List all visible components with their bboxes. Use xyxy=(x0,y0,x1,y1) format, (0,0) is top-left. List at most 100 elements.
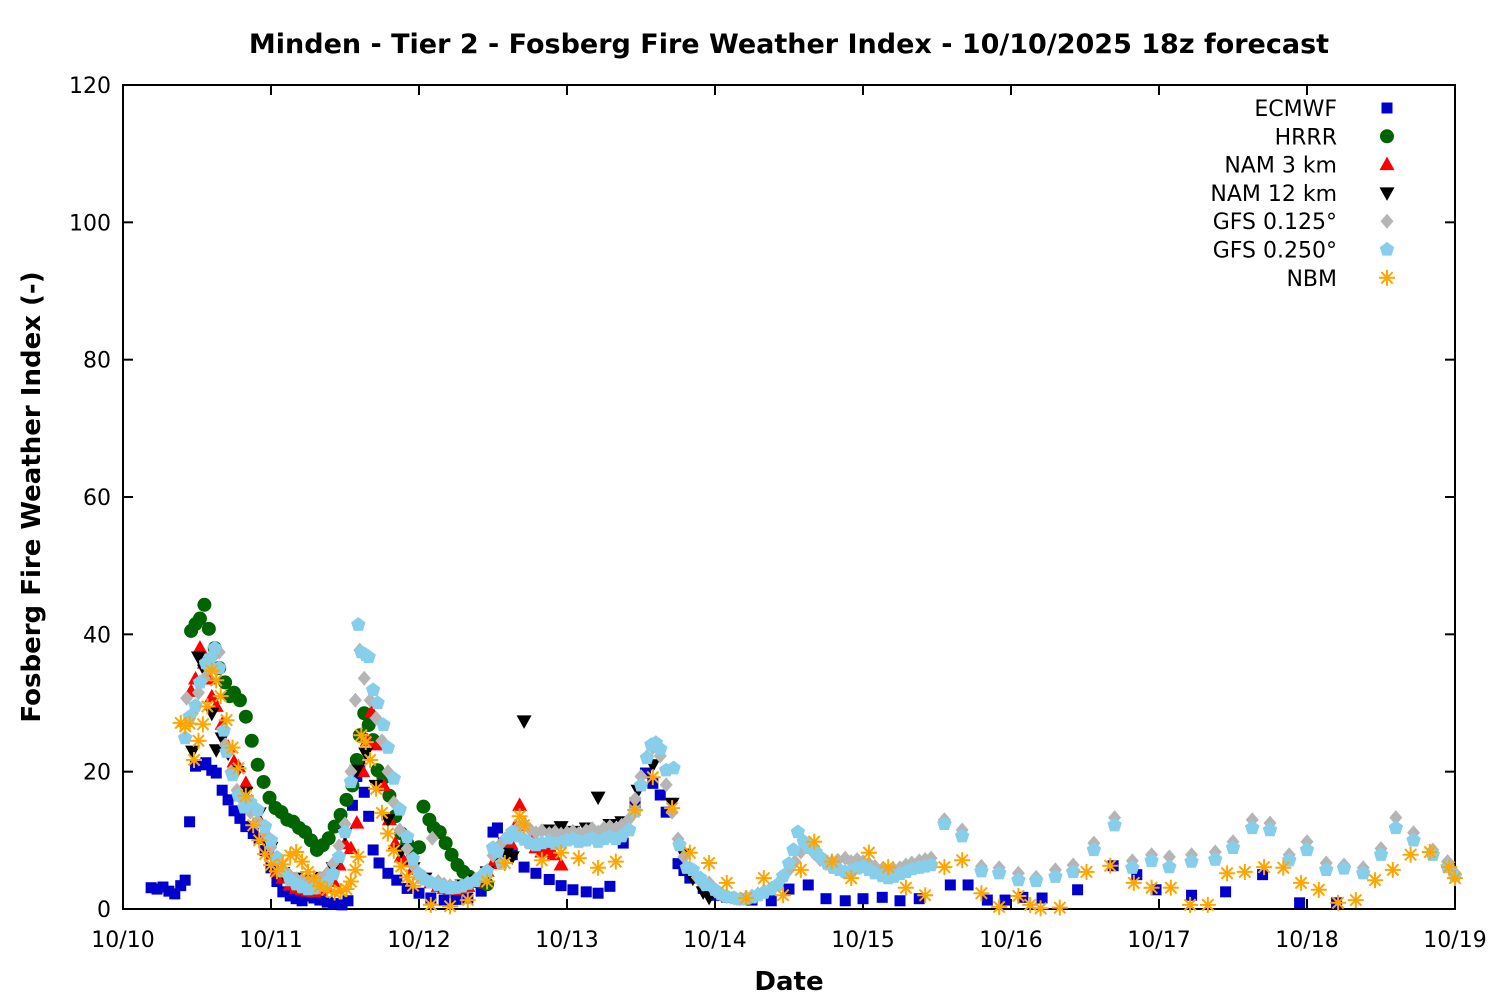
data-point-marker xyxy=(400,841,414,857)
legend-item-gfs-0-250-: GFS 0.250° xyxy=(1213,239,1395,264)
data-point-marker xyxy=(894,895,906,907)
data-point-marker xyxy=(1373,847,1389,861)
data-points xyxy=(145,597,1463,917)
data-point-marker xyxy=(862,846,876,860)
legend-item-label: NAM 12 km xyxy=(1210,182,1337,207)
data-point-marker xyxy=(363,753,377,767)
data-point-marker xyxy=(392,801,407,816)
data-point-marker xyxy=(179,874,191,886)
data-point-marker xyxy=(342,895,354,907)
data-point-marker xyxy=(1220,866,1234,880)
data-point-marker xyxy=(188,698,203,712)
data-point-marker xyxy=(387,844,401,858)
data-point-marker xyxy=(375,777,391,791)
data-point-marker xyxy=(313,879,327,893)
data-point-marker xyxy=(320,883,334,897)
data-point-marker xyxy=(438,894,450,906)
data-point-marker xyxy=(336,899,348,911)
data-point-marker xyxy=(1257,860,1271,874)
data-point-marker xyxy=(289,845,303,859)
data-point-marker xyxy=(567,884,579,896)
data-point-marker xyxy=(937,860,951,874)
data-point-marker xyxy=(1053,901,1067,915)
data-point-marker xyxy=(382,867,394,879)
data-point-marker xyxy=(192,674,208,689)
data-point-marker xyxy=(580,886,592,898)
data-point-marker xyxy=(343,774,359,789)
data-point-marker xyxy=(491,822,503,834)
data-point-marker xyxy=(222,794,234,806)
data-point-marker xyxy=(609,855,623,869)
data-point-marker xyxy=(1388,820,1403,835)
data-point-marker xyxy=(1162,849,1176,865)
data-point-marker xyxy=(530,867,542,879)
legend-marker-triangle-down-icon xyxy=(1379,187,1395,201)
x-tick-label: 10/12 xyxy=(387,928,450,953)
data-point-marker xyxy=(220,713,234,727)
data-point-marker xyxy=(367,844,379,856)
data-point-marker xyxy=(999,894,1011,906)
data-point-marker xyxy=(200,757,212,769)
data-point-marker xyxy=(240,821,252,833)
data-point-marker xyxy=(373,857,385,869)
data-point-marker xyxy=(1184,854,1199,868)
data-point-marker xyxy=(314,894,326,906)
chart-title: Minden - Tier 2 - Fosberg Fire Weather I… xyxy=(249,29,1329,60)
data-point-marker xyxy=(239,789,253,803)
data-point-marker xyxy=(592,887,604,899)
data-point-marker xyxy=(1125,860,1140,874)
data-point-marker xyxy=(461,893,475,907)
data-point-marker xyxy=(918,888,932,902)
data-point-marker xyxy=(209,673,223,687)
data-point-marker xyxy=(475,885,487,897)
data-point-marker xyxy=(157,881,169,893)
data-point-marker xyxy=(1276,861,1290,875)
data-point-marker xyxy=(295,855,309,869)
data-point-marker xyxy=(191,685,205,701)
data-point-marker xyxy=(672,837,687,852)
plot-border xyxy=(122,84,1456,910)
data-point-marker xyxy=(332,838,346,854)
legend-marker-square-icon xyxy=(1381,102,1393,114)
series-nbm xyxy=(172,662,1463,917)
data-point-marker xyxy=(783,883,795,895)
data-point-marker xyxy=(653,741,668,756)
data-point-marker xyxy=(376,717,391,732)
data-point-marker xyxy=(348,692,362,708)
x-axis-label: Date xyxy=(754,967,823,997)
data-point-marker xyxy=(277,886,289,898)
data-point-marker xyxy=(226,741,239,755)
data-point-marker xyxy=(786,842,801,857)
data-point-marker xyxy=(974,863,989,878)
data-point-marker xyxy=(702,856,716,870)
data-point-marker xyxy=(1072,884,1084,896)
x-tick-label: 10/18 xyxy=(1275,928,1338,953)
data-point-marker xyxy=(386,770,402,785)
data-point-marker xyxy=(370,695,385,710)
data-point-marker xyxy=(504,851,520,865)
data-point-marker xyxy=(790,824,806,839)
data-point-marker xyxy=(250,757,265,772)
data-point-marker xyxy=(825,855,839,869)
data-point-marker xyxy=(416,799,431,814)
legend-item-label: HRRR xyxy=(1275,125,1337,150)
x-tick-label: 10/16 xyxy=(979,928,1042,953)
data-point-marker xyxy=(307,871,321,885)
data-point-marker xyxy=(757,871,771,885)
data-point-marker xyxy=(444,847,459,862)
data-point-marker xyxy=(443,899,457,913)
data-point-marker xyxy=(375,806,389,820)
data-point-marker xyxy=(264,858,278,872)
data-point-marker xyxy=(216,784,228,796)
data-point-marker xyxy=(391,874,403,886)
data-point-marker xyxy=(955,853,969,867)
data-point-marker xyxy=(325,866,341,881)
data-point-marker xyxy=(1319,862,1334,876)
data-point-marker xyxy=(720,876,734,890)
data-point-marker xyxy=(512,797,528,811)
data-point-marker xyxy=(498,856,512,870)
data-point-marker xyxy=(1406,832,1421,847)
data-point-marker xyxy=(349,815,365,829)
data-point-marker xyxy=(438,836,453,851)
